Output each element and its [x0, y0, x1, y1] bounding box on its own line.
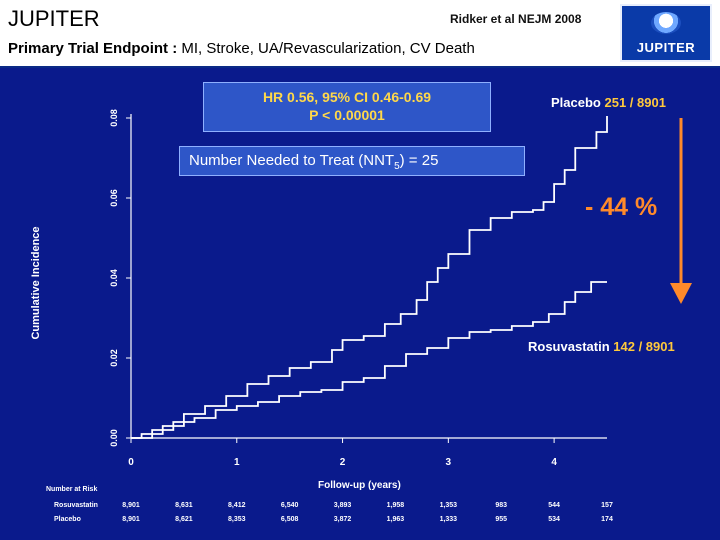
- x-tick-label: 4: [551, 457, 557, 468]
- placebo-label-count: 251 / 8901: [604, 95, 666, 110]
- risk-reduction-label: - 44 %: [585, 193, 658, 221]
- risk-value-rosuvastatin: 8,412: [228, 502, 246, 509]
- page-title: JUPITER: [8, 6, 100, 31]
- p-value-text: P < 0.00001: [309, 107, 385, 123]
- y-tick-label: 0.04: [109, 269, 119, 287]
- chart-axes: 0 1 2 3 4 0.00 0.02 0.04 0.06 0.08: [109, 109, 607, 468]
- y-tick-label: 0.06: [109, 189, 119, 207]
- logo-text: JUPITER: [636, 40, 696, 55]
- y-axis-label: Cumulative Incidence: [30, 226, 42, 340]
- risk-value-rosuvastatin: 544: [548, 502, 560, 509]
- risk-value-placebo: 174: [601, 516, 613, 523]
- risk-value-rosuvastatin: 8,901: [122, 502, 140, 509]
- y-tick-label: 0.00: [109, 429, 119, 447]
- rosuvastatin-label-name: Rosuvastatin: [528, 339, 610, 354]
- risk-value-placebo: 8,621: [175, 516, 193, 523]
- x-axis-label: Follow-up (years): [318, 480, 401, 491]
- risk-value-placebo: 1,963: [386, 516, 405, 523]
- risk-value-placebo: 8,901: [122, 516, 140, 523]
- reduction-arrow-head: [670, 283, 692, 304]
- risk-value-rosuvastatin: 1,353: [439, 502, 458, 509]
- nnt-subscript: 5: [394, 161, 400, 172]
- subtitle: Primary Trial Endpoint : MI, Stroke, UA/…: [8, 40, 475, 57]
- subtitle-rest: MI, Stroke, UA/Revascularization, CV Dea…: [177, 40, 475, 57]
- risk-value-placebo: 955: [495, 516, 508, 523]
- y-tick-label: 0.02: [109, 349, 119, 367]
- subtitle-bold: Primary Trial Endpoint :: [8, 40, 178, 57]
- hazard-ratio-text: HR 0.56, 95% CI 0.46-0.69: [262, 89, 432, 105]
- risk-row-label-placebo: Placebo: [54, 516, 81, 523]
- risk-value-placebo: 3,872: [333, 516, 352, 523]
- km-curve-rosuvastatin: [131, 281, 607, 439]
- risk-value-placebo: 534: [548, 516, 560, 523]
- rosuvastatin-series-label: Rosuvastatin 142 / 8901: [528, 339, 675, 354]
- x-tick-label: 0: [128, 457, 134, 468]
- x-tick-label: 2: [340, 457, 346, 468]
- risk-value-rosuvastatin: 6,540: [280, 502, 299, 509]
- placebo-series-label: Placebo 251 / 8901: [551, 95, 666, 110]
- nnt-box: Number Needed to Treat (NNT5) = 25: [179, 146, 525, 176]
- nnt-suffix: ) = 25: [399, 152, 439, 169]
- risk-value-rosuvastatin: 3,893: [333, 502, 352, 509]
- risk-value-placebo: 8,353: [228, 516, 246, 523]
- risk-value-rosuvastatin: 157: [601, 502, 613, 509]
- risk-value-placebo: 6,508: [280, 516, 299, 523]
- reduction-arrow: [670, 118, 692, 304]
- placebo-label-name: Placebo: [551, 95, 601, 110]
- x-tick-label: 3: [446, 457, 452, 468]
- risk-value-placebo: 1,333: [439, 516, 458, 523]
- jupiter-logo: JUPITER: [620, 4, 712, 62]
- risk-value-rosuvastatin: 1,958: [386, 502, 405, 509]
- x-tick-label: 1: [234, 457, 240, 468]
- citation: Ridker et al NEJM 2008: [450, 12, 582, 26]
- y-tick-label: 0.08: [109, 109, 119, 127]
- risk-row-label-rosuvastatin: Rosuvastatin: [54, 502, 98, 509]
- risk-value-rosuvastatin: 983: [495, 502, 508, 509]
- logo-emblem-icon: [651, 12, 681, 34]
- risk-table-title: Number at Risk: [46, 486, 98, 493]
- rosuvastatin-label-count: 142 / 8901: [613, 339, 675, 354]
- km-curve-placebo: [131, 116, 608, 439]
- chart-curves: [131, 116, 608, 439]
- nnt-prefix: Number Needed to Treat (NNT: [189, 152, 395, 169]
- risk-value-rosuvastatin: 8,631: [175, 502, 193, 509]
- hazard-ratio-box: HR 0.56, 95% CI 0.46-0.69 P < 0.00001: [203, 82, 491, 132]
- header-bar: JUPITER Ridker et al NEJM 2008 Primary T…: [0, 0, 720, 68]
